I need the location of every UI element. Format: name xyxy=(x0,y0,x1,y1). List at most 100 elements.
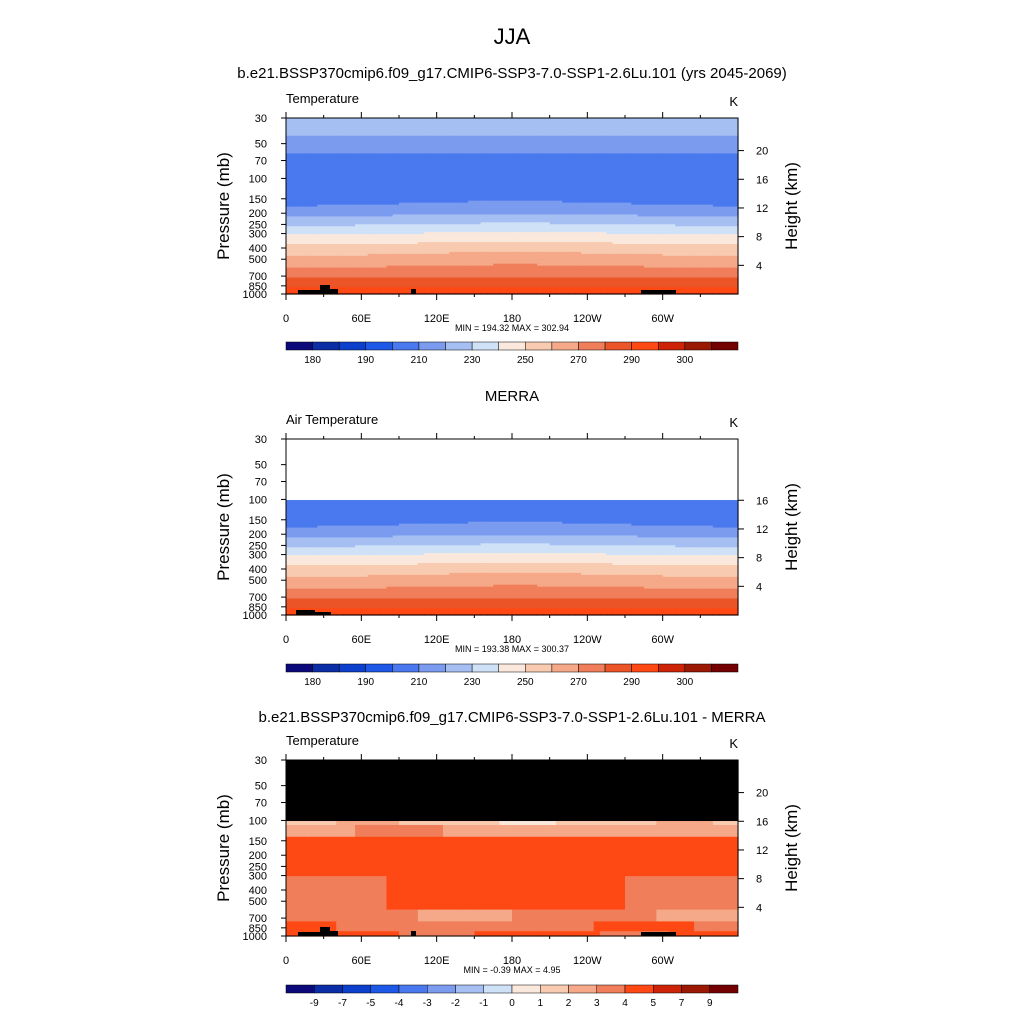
field-cell xyxy=(637,192,645,196)
field-cell xyxy=(587,224,595,227)
field-cell xyxy=(668,226,676,229)
field-cell xyxy=(424,230,431,233)
field-cell xyxy=(606,151,614,155)
field-cell xyxy=(543,212,551,216)
field-cell xyxy=(304,141,312,145)
field-cell xyxy=(712,214,720,218)
field-cell xyxy=(643,145,651,149)
field-cell xyxy=(317,163,325,166)
field-cell xyxy=(643,153,651,157)
field-cell xyxy=(568,173,576,176)
field-cell xyxy=(700,127,708,131)
field-cell xyxy=(555,155,563,158)
field-cell xyxy=(317,167,325,170)
field-cell xyxy=(587,159,595,162)
field-cell xyxy=(317,121,325,125)
field-cell xyxy=(637,135,645,139)
field-cell xyxy=(392,230,400,233)
field-cell xyxy=(618,206,626,210)
field-cell xyxy=(562,161,570,164)
field-cell xyxy=(286,163,293,166)
field-cell xyxy=(386,143,394,147)
field-cell xyxy=(512,118,519,121)
field-cell xyxy=(430,153,438,157)
field-cell xyxy=(719,177,727,180)
field-cell xyxy=(587,165,595,168)
field-cell xyxy=(568,127,576,131)
field-cell xyxy=(298,137,306,141)
field-cell xyxy=(361,236,369,239)
field-cell xyxy=(568,171,576,174)
field-cell xyxy=(593,127,601,131)
field-cell xyxy=(329,180,337,184)
field-cell xyxy=(436,169,444,172)
field-cell xyxy=(731,119,739,123)
field-cell xyxy=(442,188,450,192)
field-cell xyxy=(518,153,526,157)
field-cell xyxy=(687,177,695,180)
field-cell xyxy=(606,182,614,186)
field-cell xyxy=(474,147,482,151)
field-cell xyxy=(430,143,438,147)
field-cell xyxy=(505,175,513,178)
field-cell xyxy=(505,129,513,133)
field-cell xyxy=(468,125,475,129)
field-cell xyxy=(543,240,551,243)
field-cell xyxy=(386,198,394,202)
field-cell xyxy=(480,167,488,170)
field-cell xyxy=(631,242,639,245)
field-cell xyxy=(719,180,727,184)
field-cell xyxy=(455,135,463,139)
field-cell xyxy=(562,220,570,223)
field-cell xyxy=(405,249,413,253)
field-cell xyxy=(675,167,683,170)
field-cell xyxy=(373,165,381,168)
field-cell xyxy=(518,206,526,210)
field-cell xyxy=(499,151,507,155)
field-cell xyxy=(323,230,331,233)
field-cell xyxy=(392,167,400,170)
field-cell xyxy=(612,182,620,186)
field-cell xyxy=(587,123,595,127)
field-cell xyxy=(593,141,601,145)
field-cell xyxy=(725,123,733,127)
field-cell xyxy=(599,179,607,182)
field-cell xyxy=(348,232,356,235)
field-cell xyxy=(386,129,394,133)
field-cell xyxy=(474,245,482,249)
field-cell xyxy=(323,228,331,231)
field-cell xyxy=(399,192,406,196)
field-cell xyxy=(474,220,482,223)
field-cell xyxy=(656,196,664,200)
field-cell xyxy=(399,198,406,202)
field-cell xyxy=(329,153,337,157)
field-cell xyxy=(618,182,626,186)
field-cell xyxy=(355,133,362,137)
field-cell xyxy=(712,198,720,202)
field-cell xyxy=(668,135,676,139)
field-cell xyxy=(656,171,664,174)
field-cell xyxy=(543,121,551,125)
field-cell xyxy=(342,238,350,241)
field-cell xyxy=(574,247,582,251)
field-cell xyxy=(587,226,595,229)
field-cell xyxy=(574,155,582,158)
field-cell xyxy=(317,236,325,239)
field-cell xyxy=(399,169,406,172)
field-cell xyxy=(304,245,312,249)
field-cell xyxy=(373,129,381,133)
field-cell xyxy=(593,163,601,166)
field-cell xyxy=(687,137,695,141)
field-cell xyxy=(618,228,626,231)
field-cell xyxy=(436,171,444,174)
field-cell xyxy=(618,127,626,131)
field-cell xyxy=(449,243,457,247)
field-cell xyxy=(348,129,356,133)
field-cell xyxy=(643,180,651,184)
field-cell xyxy=(731,247,739,251)
field-cell xyxy=(348,137,356,141)
field-cell xyxy=(405,232,413,235)
field-cell xyxy=(442,192,450,196)
field-cell xyxy=(687,200,695,204)
field-cell xyxy=(694,153,701,157)
